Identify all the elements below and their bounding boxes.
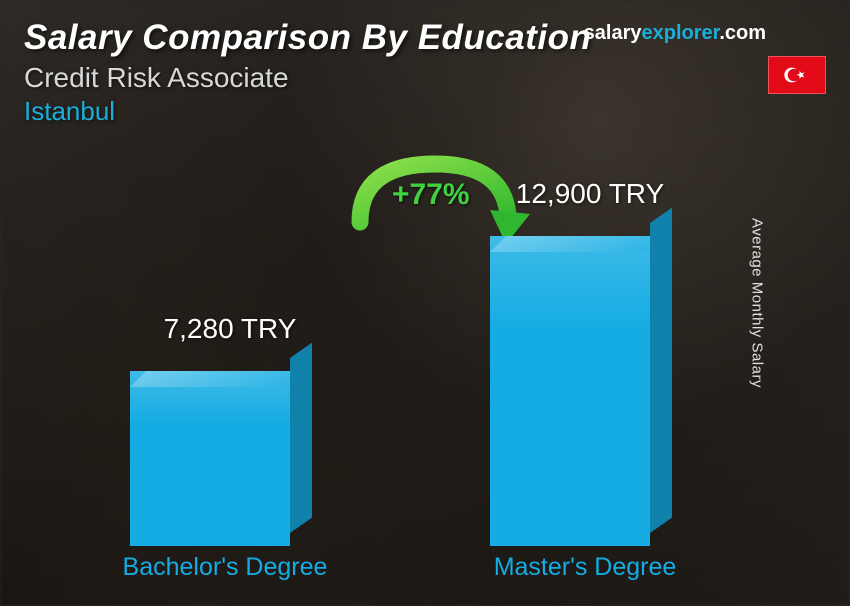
bar-front-face	[130, 371, 290, 546]
location-label: Istanbul	[24, 96, 826, 127]
job-title: Credit Risk Associate	[24, 62, 826, 94]
bar-side-face	[290, 343, 312, 533]
brand-logo: salaryexplorer.com	[584, 22, 766, 45]
bar-front-face	[490, 236, 650, 546]
bar-value: 12,900 TRY	[490, 178, 690, 210]
bar-top-face	[130, 371, 306, 387]
bar-value: 7,280 TRY	[130, 313, 330, 345]
chart-container: Salary Comparison By Education Credit Ri…	[0, 0, 850, 606]
bar-label: Bachelor's Degree	[95, 553, 355, 582]
bar-masters: 12,900 TRY	[490, 236, 670, 546]
brand-prefix: salary	[584, 22, 642, 44]
flag-turkey-icon	[768, 56, 826, 94]
bar-top-face	[490, 236, 666, 252]
header: Salary Comparison By Education Credit Ri…	[24, 18, 826, 127]
increase-percent: +77%	[392, 178, 470, 212]
bar-chart: 7,280 TRY 12,900 TRY Bachelor's Degree M…	[0, 156, 850, 586]
bar-bachelors: 7,280 TRY	[130, 371, 310, 546]
bar-side-face	[650, 208, 672, 533]
brand-mid: explorer	[641, 22, 719, 44]
bar-label: Master's Degree	[460, 553, 710, 582]
brand-suffix: .com	[719, 22, 766, 44]
